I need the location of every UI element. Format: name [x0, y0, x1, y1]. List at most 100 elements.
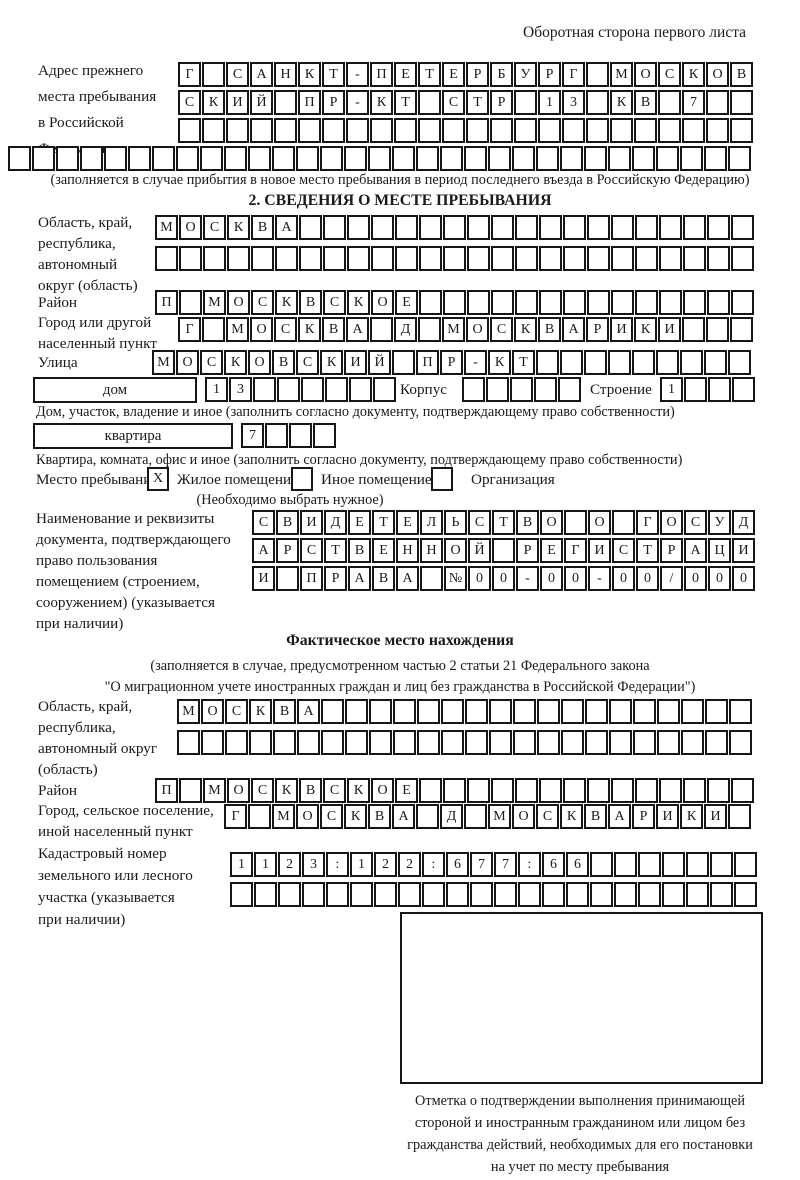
char-box [704, 350, 727, 375]
char-box [419, 290, 442, 315]
char-box [584, 146, 607, 171]
char-box: Л [420, 510, 443, 535]
char-box: О [466, 317, 489, 342]
char-box: П [370, 62, 393, 87]
char-box: 2 [398, 852, 421, 877]
char-box: В [299, 778, 322, 803]
char-box: П [155, 778, 178, 803]
char-box: Т [636, 538, 659, 563]
char-box [706, 317, 729, 342]
char-box: П [416, 350, 439, 375]
char-box: Т [466, 90, 489, 115]
char-box: О [444, 538, 467, 563]
char-box: Д [324, 510, 347, 535]
char-box: Е [396, 510, 419, 535]
char-box: С [684, 510, 707, 535]
char-box: А [562, 317, 585, 342]
char-box: 0 [492, 566, 515, 591]
char-box: Г [636, 510, 659, 535]
char-box [587, 215, 610, 240]
char-box: Ц [708, 538, 731, 563]
char-box: М [203, 290, 226, 315]
char-box: Р [538, 62, 561, 87]
char-box [587, 246, 610, 271]
char-box: Д [732, 510, 755, 535]
char-box [201, 730, 224, 755]
char-box: В [730, 62, 753, 87]
char-box: Р [324, 566, 347, 591]
char-box [347, 215, 370, 240]
char-box: В [251, 215, 274, 240]
registration-mark-box [400, 912, 763, 1084]
char-box [562, 118, 585, 143]
char-box: Е [395, 290, 418, 315]
char-box [538, 118, 561, 143]
char-box [152, 146, 175, 171]
char-box [464, 146, 487, 171]
char-box [681, 730, 704, 755]
char-box [491, 290, 514, 315]
char-box: Р [276, 538, 299, 563]
char-box: К [275, 778, 298, 803]
char-box [392, 146, 415, 171]
char-box [371, 215, 394, 240]
char-box: - [346, 62, 369, 87]
char-box [253, 377, 276, 402]
region-row-2 [155, 246, 755, 271]
char-box [707, 778, 730, 803]
char-box [299, 246, 322, 271]
char-box: К [514, 317, 537, 342]
char-box [560, 146, 583, 171]
char-box [563, 290, 586, 315]
char-box: Т [394, 90, 417, 115]
stay-option-residential: Жилое помещение [177, 471, 298, 488]
char-box [730, 118, 753, 143]
char-box [491, 215, 514, 240]
char-box: П [300, 566, 323, 591]
char-box [734, 882, 757, 907]
char-box: В [538, 317, 561, 342]
char-box [490, 118, 513, 143]
char-box: У [514, 62, 537, 87]
char-box: В [368, 804, 391, 829]
char-box: Р [490, 90, 513, 115]
char-box: А [252, 538, 275, 563]
char-box [416, 146, 439, 171]
char-box: Т [512, 350, 535, 375]
region-label: Область, край, республика, автономный ок… [38, 214, 138, 294]
char-box [393, 730, 416, 755]
char-box [539, 246, 562, 271]
char-box [416, 804, 439, 829]
char-box: 2 [278, 852, 301, 877]
char-box [395, 246, 418, 271]
prev-address-row-4 [8, 146, 752, 171]
char-box [633, 699, 656, 724]
char-box: Й [368, 350, 391, 375]
char-box [178, 118, 201, 143]
char-box [539, 778, 562, 803]
korpus-label: Корпус [400, 381, 448, 398]
char-box: К [370, 90, 393, 115]
char-box [202, 62, 225, 87]
char-box [632, 350, 655, 375]
char-box: О [227, 778, 250, 803]
char-box [681, 699, 704, 724]
char-box [248, 804, 271, 829]
char-box: Е [395, 778, 418, 803]
char-box [250, 118, 273, 143]
char-box: К [634, 317, 657, 342]
char-box [346, 118, 369, 143]
char-box: М [442, 317, 465, 342]
char-box [513, 699, 536, 724]
char-box [590, 852, 613, 877]
char-box [512, 146, 535, 171]
char-box [176, 146, 199, 171]
char-box [611, 290, 634, 315]
char-box: П [298, 90, 321, 115]
char-box [417, 699, 440, 724]
char-box [612, 510, 635, 535]
char-box [657, 699, 680, 724]
char-box: Б [490, 62, 513, 87]
